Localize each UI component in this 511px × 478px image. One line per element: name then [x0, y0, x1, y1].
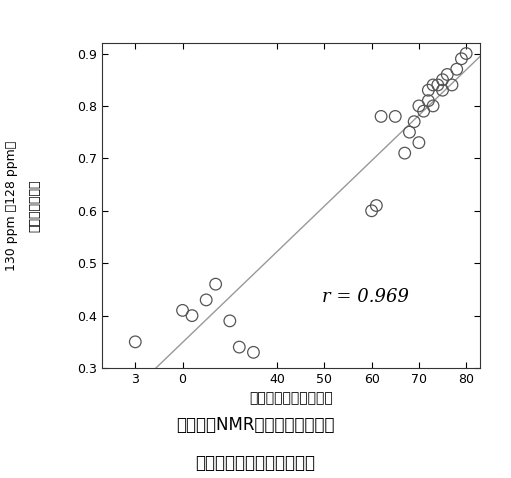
Text: リノール酸含量との散布図: リノール酸含量との散布図 [196, 455, 315, 472]
Point [212, 281, 220, 288]
Point [415, 139, 423, 146]
Text: シグナル強度比: シグナル強度比 [28, 179, 41, 232]
Point [453, 65, 461, 73]
Point [420, 108, 428, 115]
Point [429, 102, 437, 110]
Point [188, 312, 196, 319]
Text: 130 ppm 対128 ppmの: 130 ppm 対128 ppmの [5, 141, 18, 271]
Text: r = 0.969: r = 0.969 [321, 288, 408, 305]
Point [438, 87, 447, 94]
Point [377, 113, 385, 120]
Point [424, 97, 432, 105]
Point [438, 76, 447, 84]
Point [424, 87, 432, 94]
Point [457, 55, 466, 63]
Point [178, 306, 187, 314]
Point [226, 317, 234, 325]
X-axis label: リノール酸含量（％）: リノール酸含量（％） [249, 391, 333, 405]
Point [372, 202, 380, 209]
Point [131, 338, 140, 346]
Point [429, 81, 437, 89]
Point [410, 118, 419, 126]
Point [448, 81, 456, 89]
Point [443, 71, 451, 78]
Point [415, 102, 423, 110]
Point [401, 149, 409, 157]
Point [434, 81, 442, 89]
Point [249, 348, 258, 356]
Point [462, 50, 470, 57]
Text: 図３　　NMRシグナル強度比と: 図３ NMRシグナル強度比と [176, 416, 335, 434]
Point [202, 296, 211, 304]
Point [367, 207, 376, 215]
Point [391, 113, 400, 120]
Point [235, 343, 243, 351]
Point [405, 128, 413, 136]
